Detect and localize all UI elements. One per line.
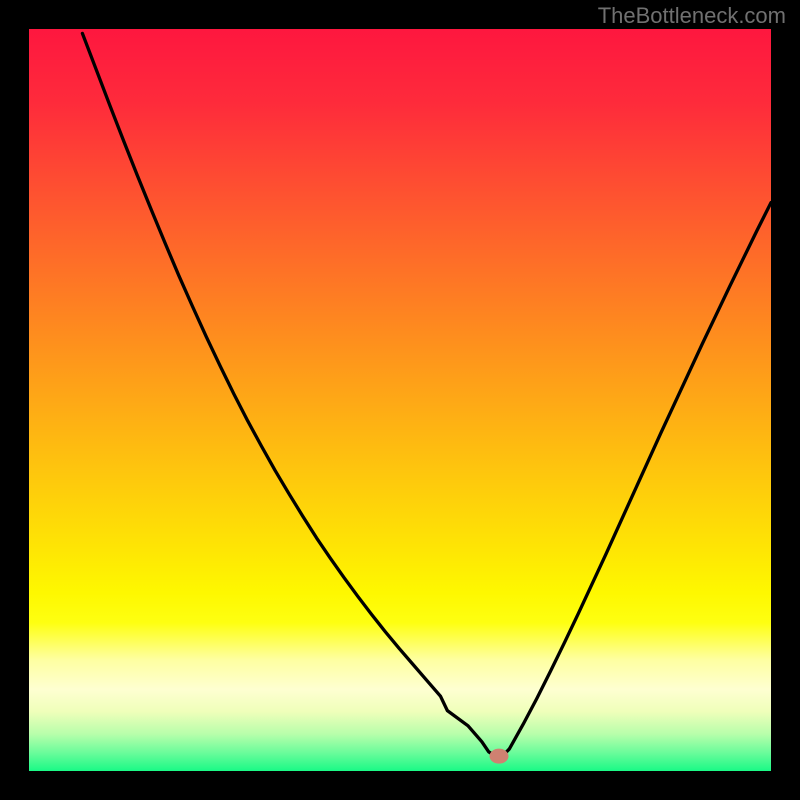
bottleneck-plot <box>29 29 771 771</box>
watermark-text: TheBottleneck.com <box>598 3 786 29</box>
optimum-marker <box>490 749 508 763</box>
gradient-background <box>29 29 771 771</box>
plot-frame <box>27 27 773 773</box>
